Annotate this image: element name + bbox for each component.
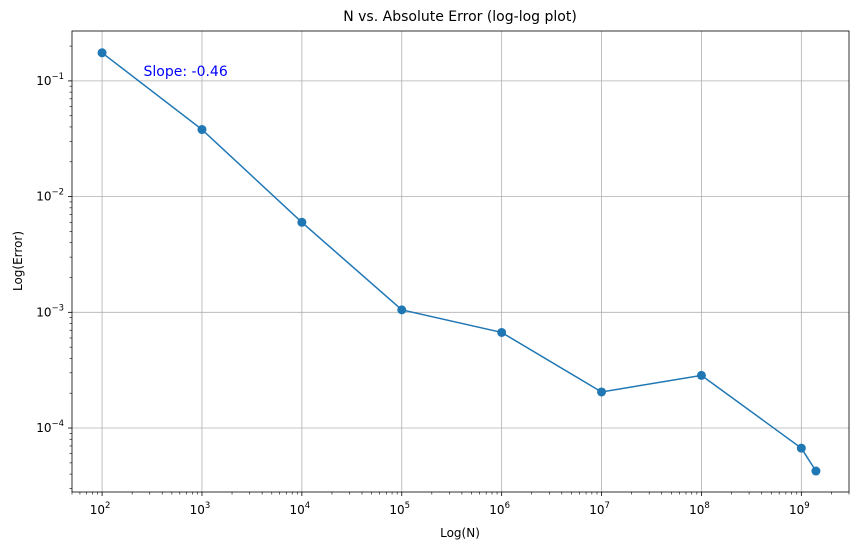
x-tick-label: 106 xyxy=(489,501,510,517)
y-tick-label: 10−2 xyxy=(36,188,64,204)
x-tick-label: 109 xyxy=(789,501,810,517)
x-tick-label: 105 xyxy=(389,501,410,517)
series-line xyxy=(101,52,817,472)
data-point xyxy=(97,48,107,58)
y-tick-label: 10−4 xyxy=(36,419,64,435)
y-tick-label: 10−3 xyxy=(36,303,64,319)
data-point xyxy=(397,305,407,315)
x-axis-label: Log(N) xyxy=(440,526,480,540)
chart-title: N vs. Absolute Error (log-log plot) xyxy=(343,9,577,25)
data-point xyxy=(696,370,706,380)
data-point xyxy=(597,387,607,397)
x-tick-label: 108 xyxy=(689,501,710,517)
grid xyxy=(72,31,849,492)
series-layer xyxy=(97,48,821,476)
x-tick-label: 102 xyxy=(90,501,111,517)
slope-annotation: Slope: -0.46 xyxy=(144,64,228,80)
x-tick-label: 103 xyxy=(190,501,211,517)
plot-frame xyxy=(71,30,850,493)
data-point xyxy=(796,443,806,453)
y-tick-label: 10−1 xyxy=(36,72,64,88)
x-tick-label: 107 xyxy=(589,501,610,517)
y-axis-label: Log(Error) xyxy=(11,231,25,291)
data-point xyxy=(497,327,507,337)
data-point xyxy=(811,466,821,476)
axis-ticks: 102 103 104 105 106 107 108 109 10−1 10−2 10−3 10−4 xyxy=(36,45,850,517)
data-point xyxy=(197,125,207,135)
data-point xyxy=(297,217,307,227)
x-tick-label: 104 xyxy=(290,501,311,517)
